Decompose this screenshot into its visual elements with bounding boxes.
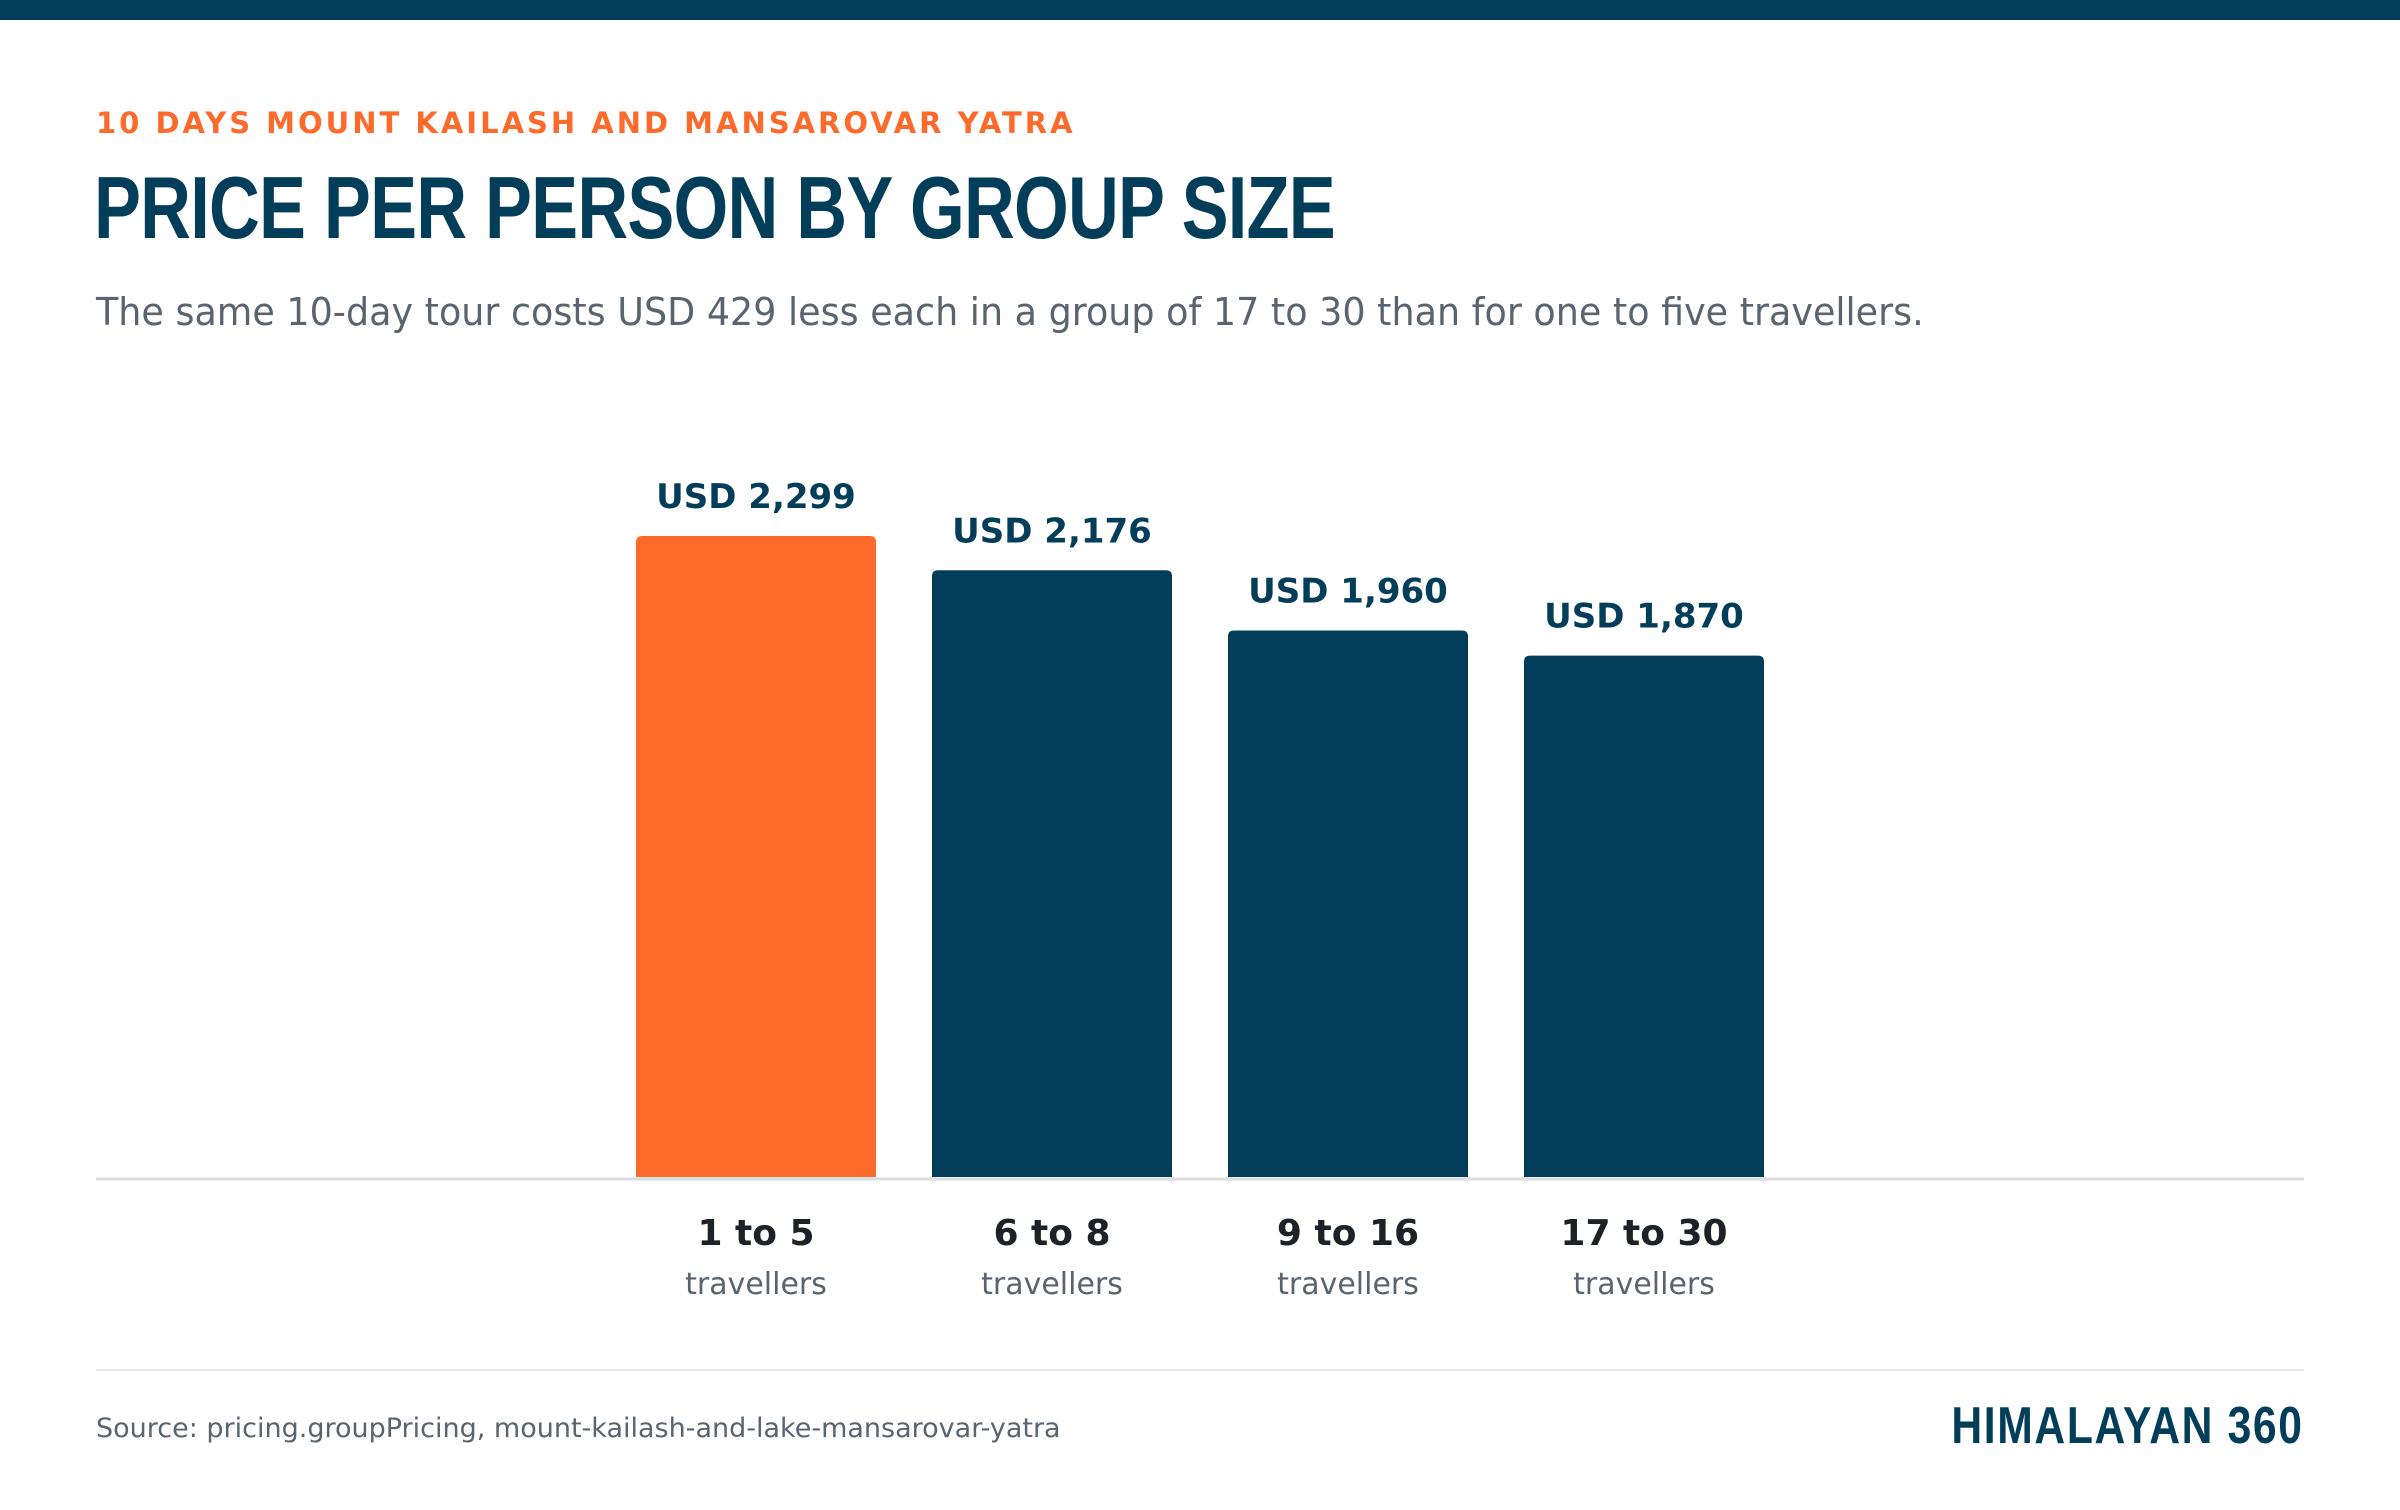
footer-divider: [96, 1369, 2304, 1371]
category-sublabel-1: travellers: [685, 1267, 827, 1302]
bar-value-label-2: USD 2,176: [952, 511, 1152, 551]
bar-value-label-1: USD 2,299: [656, 477, 856, 517]
category-sublabel-4: travellers: [1573, 1267, 1715, 1302]
category-sublabel-2: travellers: [981, 1267, 1123, 1302]
bar-value-label-3: USD 1,960: [1248, 572, 1448, 612]
bar-4: [1524, 655, 1764, 1177]
category-label-2: 6 to 8: [993, 1213, 1110, 1254]
eyebrow-label: 10 DAYS MOUNT KAILASH AND MANSAROVAR YAT…: [96, 106, 1076, 140]
chart-title: PRICE PER PERSON BY GROUP SIZE: [94, 158, 1336, 257]
category-label-3: 9 to 16: [1277, 1213, 1419, 1254]
labels-layer: USD 2,299 1 to 5 travellers USD 2,176 6 to 8…: [656, 477, 1744, 1302]
source-note: Source: pricing.groupPricing, mount-kail…: [96, 1413, 1061, 1444]
category-label-4: 17 to 30: [1560, 1213, 1727, 1254]
bar-2: [932, 570, 1172, 1177]
brand-logo: HIMALAYAN 360: [1951, 1397, 2304, 1455]
category-label-1: 1 to 5: [697, 1213, 814, 1254]
bar-value-label-4: USD 1,870: [1544, 597, 1744, 637]
bar-1: [636, 536, 876, 1177]
top-accent-bar: [0, 0, 2400, 20]
chart-subtitle: The same 10-day tour costs USD 429 less …: [96, 290, 1924, 334]
bar-3: [1228, 630, 1468, 1177]
bars-layer: [636, 536, 1764, 1177]
category-sublabel-3: travellers: [1277, 1267, 1419, 1302]
